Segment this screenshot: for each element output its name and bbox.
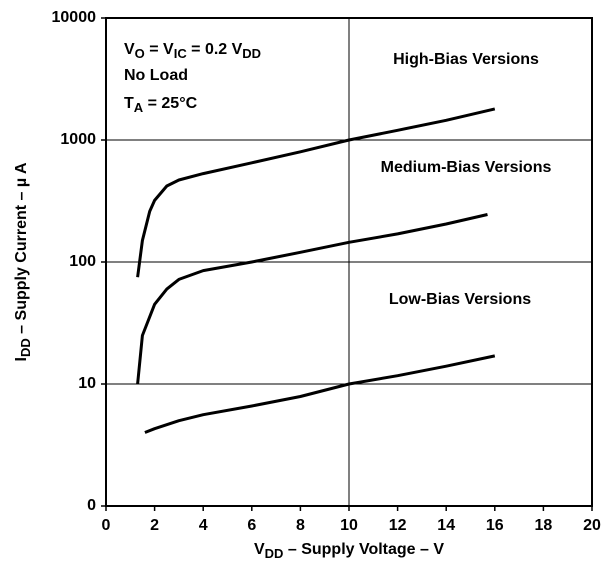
- condition-text-part: = 25°C: [143, 95, 197, 112]
- condition-text-part: DD: [242, 46, 261, 61]
- condition-text: No Load: [124, 67, 188, 84]
- x-tick-label: 14: [437, 517, 455, 534]
- y-tick-label: 10000: [52, 9, 97, 26]
- series-line: [144, 354, 496, 434]
- x-tick-label: 8: [296, 517, 305, 534]
- x-tick-label: 12: [389, 517, 407, 534]
- x-axis-label-part: DD: [265, 546, 284, 561]
- x-tick-label: 20: [583, 517, 601, 534]
- x-axis-label: VDD – Supply Voltage – V: [254, 541, 444, 561]
- condition-text: VO = VIC = 0.2 VDD: [124, 41, 261, 61]
- condition-text-part: No Load: [124, 67, 188, 84]
- condition-text-part: T: [124, 95, 134, 112]
- x-tick-label: 0: [102, 517, 111, 534]
- condition-text: TA = 25°C: [124, 95, 198, 115]
- y-tick-label: 0: [87, 497, 96, 514]
- condition-text-part: O: [135, 46, 145, 61]
- x-tick-label: 18: [535, 517, 553, 534]
- y-tick-label: 10: [78, 375, 96, 392]
- y-tick-label: 1000: [60, 131, 96, 148]
- x-tick-label: 10: [340, 517, 358, 534]
- y-axis-label-part: – Supply Current – µ A: [13, 162, 30, 338]
- y-tick-label: 100: [69, 253, 96, 270]
- condition-text-part: IC: [174, 46, 188, 61]
- series-line: [136, 107, 496, 278]
- series-label: High-Bias Versions: [393, 51, 539, 68]
- x-tick-label: 6: [247, 517, 256, 534]
- condition-text-part: = V: [145, 41, 174, 58]
- y-axis-label-part: DD: [18, 338, 33, 357]
- x-tick-label: 16: [486, 517, 504, 534]
- series-line: [136, 213, 488, 385]
- condition-text-part: V: [124, 41, 135, 58]
- x-tick-label: 4: [199, 517, 208, 534]
- y-axis-label-part: I: [13, 357, 30, 361]
- x-axis-label-part: V: [254, 541, 265, 558]
- x-tick-label: 2: [150, 517, 159, 534]
- series-label: Low-Bias Versions: [389, 291, 531, 308]
- series-label: Medium-Bias Versions: [381, 159, 552, 176]
- x-axis-label-part: – Supply Voltage – V: [283, 541, 444, 558]
- condition-text-part: = 0.2 V: [187, 41, 243, 58]
- y-axis-label: IDD – Supply Current – µ A: [13, 162, 33, 361]
- condition-text-part: A: [134, 100, 144, 115]
